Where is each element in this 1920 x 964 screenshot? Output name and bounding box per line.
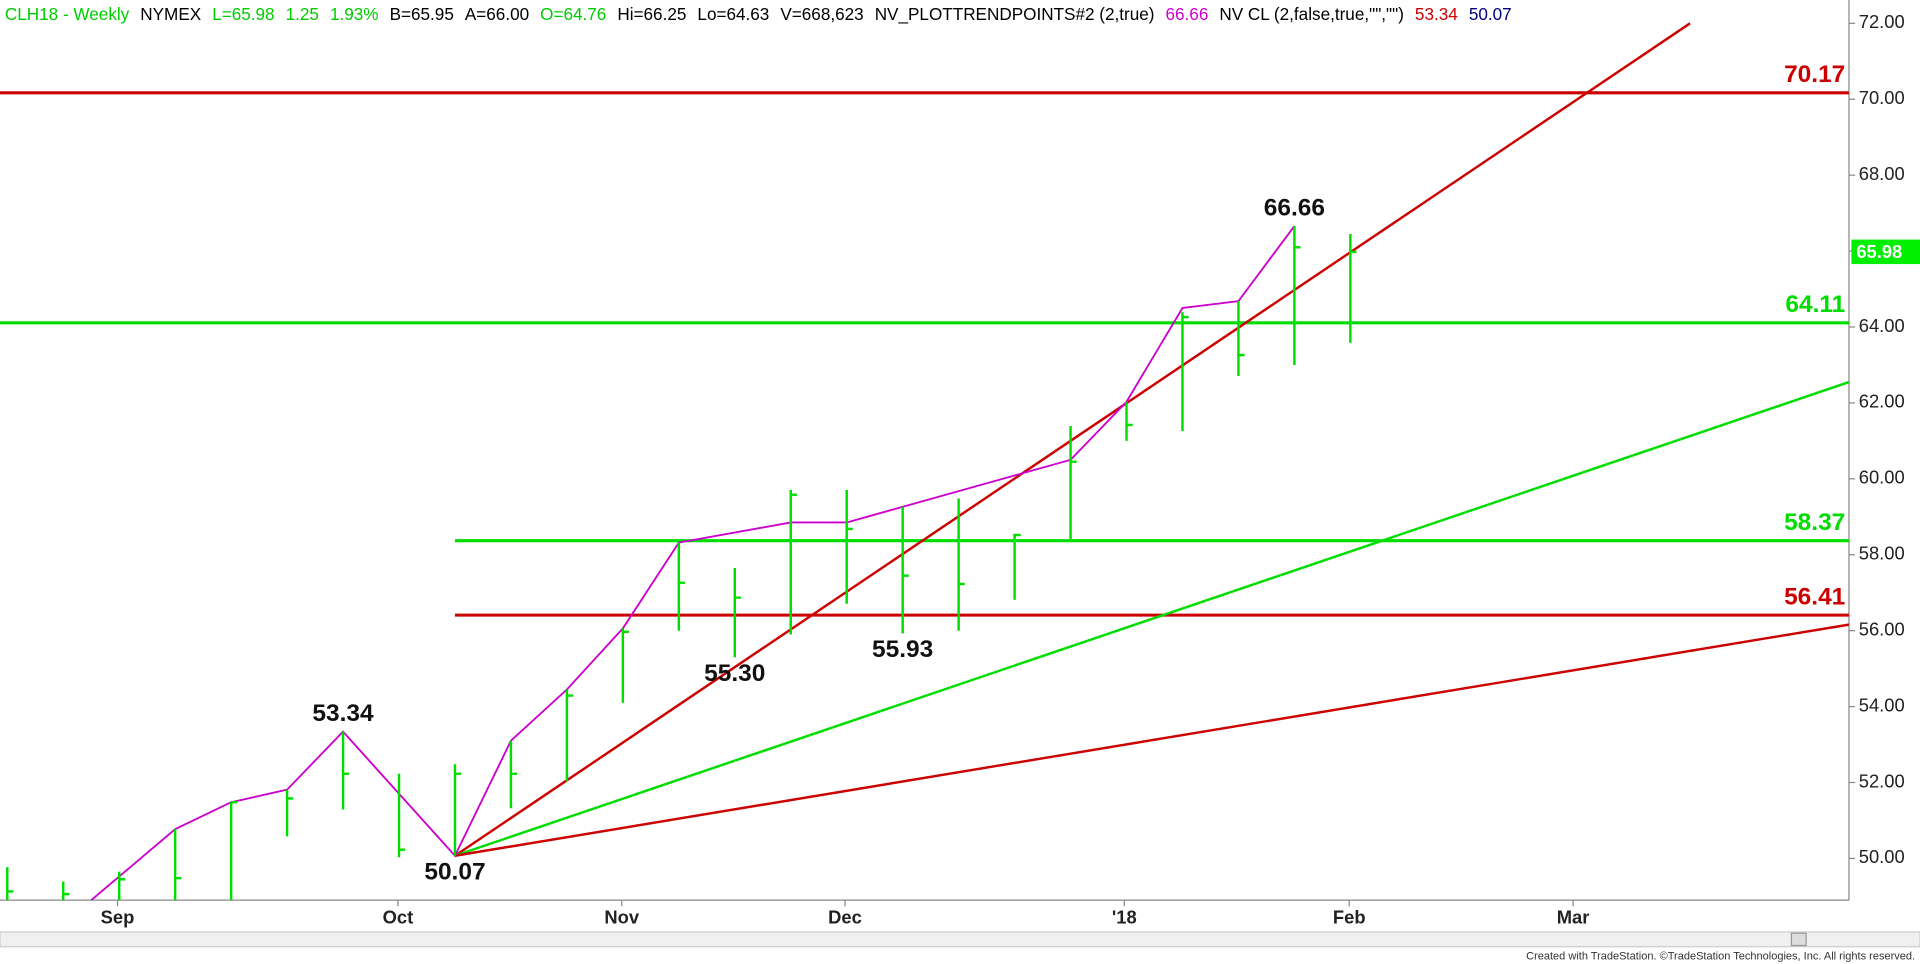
- header-item: CLH18 - Weekly: [5, 3, 130, 23]
- trend-ray: [454, 22, 1691, 857]
- axes: 50.00 52.00 54.00 56.00 58.00 60.00 62.00 64.00…: [101, 11, 1905, 927]
- header-item: L=65.98: [212, 3, 274, 23]
- level-label: 58.37: [1784, 509, 1845, 536]
- scrollbar[interactable]: [0, 931, 1920, 948]
- y-tick-label: 68.00: [1859, 163, 1905, 184]
- header-item: A=66.00: [465, 3, 529, 23]
- y-tick-label: 56.00: [1859, 619, 1905, 640]
- level-label: 64.11: [1785, 291, 1845, 318]
- y-tick-label: 54.00: [1859, 694, 1905, 715]
- header-item: O=64.76: [540, 3, 606, 23]
- x-tick-label: Nov: [604, 906, 639, 927]
- scroll-thumb[interactable]: [1790, 932, 1807, 947]
- y-tick-label: 62.00: [1859, 391, 1905, 412]
- header-item: NV_PLOTTRENDPOINTS#2 (2,true): [875, 3, 1155, 23]
- annotation: 55.93: [872, 636, 933, 663]
- y-tick-label: 72.00: [1859, 11, 1905, 32]
- y-tick-label: 58.00: [1859, 543, 1905, 564]
- header: CLH18 - Weekly NYMEX L=65.98 1.25 1.93% B=65.…: [5, 3, 1512, 23]
- x-tick-label: Dec: [828, 906, 862, 927]
- x-tick-label: Sep: [101, 906, 135, 927]
- y-tick-label: 60.00: [1859, 467, 1905, 488]
- trend-ray: [454, 623, 1849, 857]
- annotation: 50.07: [424, 858, 485, 885]
- annotation: 55.30: [704, 660, 765, 687]
- header-item: B=65.95: [390, 3, 454, 23]
- x-tick-label: Oct: [383, 906, 414, 927]
- x-tick-label: '18: [1112, 906, 1137, 927]
- footer: Created with TradeStation. ©TradeStation…: [1526, 950, 1915, 962]
- y-tick-label: 70.00: [1859, 87, 1905, 108]
- y-tick-label: 64.00: [1859, 315, 1905, 336]
- header-item: NV CL (2,false,true,"",""): [1219, 3, 1404, 23]
- annotation: 53.34: [312, 700, 374, 727]
- last-price-label: 65.98: [1856, 241, 1902, 262]
- header-item: 50.07: [1469, 3, 1512, 23]
- level-label: 56.41: [1784, 583, 1845, 610]
- trend-ray: [454, 380, 1849, 857]
- last-price-box: [1851, 239, 1920, 265]
- annotation: 66.66: [1264, 194, 1325, 221]
- header-item: 66.66: [1166, 3, 1209, 23]
- header-item: 53.34: [1415, 3, 1458, 23]
- header-item: Hi=66.25: [617, 3, 686, 23]
- header-item: NYMEX: [140, 3, 201, 23]
- x-tick-label: Feb: [1333, 906, 1366, 927]
- level-label: 70.17: [1784, 61, 1845, 88]
- header-item: V=668,623: [780, 3, 863, 23]
- header-item: 1.25: [286, 3, 319, 23]
- y-tick-label: 50.00: [1859, 846, 1905, 867]
- x-tick-label: Mar: [1557, 906, 1590, 927]
- y-tick-label: 52.00: [1859, 770, 1905, 791]
- header-item: 1.93%: [330, 3, 379, 23]
- header-item: Lo=64.63: [697, 3, 769, 23]
- plot-area: [0, 22, 1849, 901]
